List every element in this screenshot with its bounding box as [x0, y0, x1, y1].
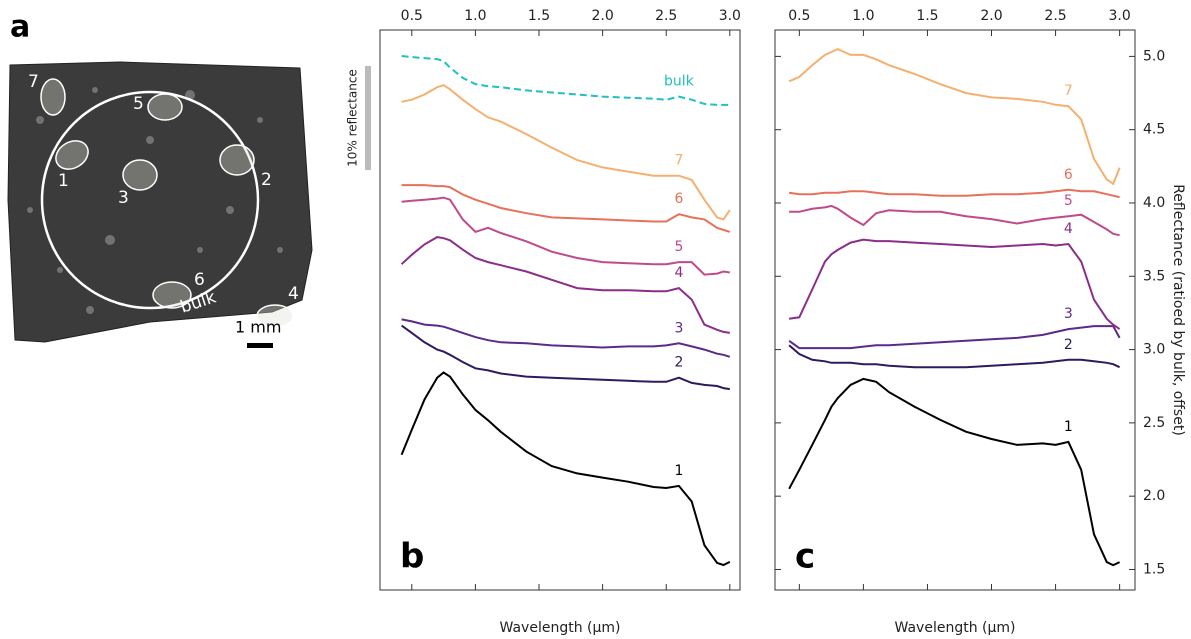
x-axis-label: Wavelength (µm)	[895, 620, 1016, 636]
series-label: 1	[1064, 419, 1073, 435]
y-tick-label: 3.0	[1143, 342, 1165, 358]
x-tick-label: 1.5	[916, 8, 938, 24]
series-label: 2	[1064, 337, 1073, 353]
plot-frame	[774, 29, 1136, 591]
spot	[147, 93, 183, 121]
y-tick-label: 4.0	[1143, 195, 1165, 211]
spot-label: 5	[133, 94, 144, 114]
x-tick-label: 3.0	[1108, 8, 1130, 24]
x-tick-label: 2.0	[980, 8, 1002, 24]
y-tick-label: 1.5	[1143, 561, 1165, 577]
series-label: 3	[1064, 306, 1073, 322]
spot-label: 4	[288, 284, 299, 304]
series-label: 4	[1064, 221, 1073, 237]
spot	[219, 144, 255, 176]
plot-frame	[379, 29, 741, 591]
y-tick-label: 2.5	[1143, 415, 1165, 431]
x-tick-label: 3.0	[719, 8, 741, 24]
spectrum-line	[788, 48, 1121, 186]
x-tick-label: 1.0	[852, 8, 874, 24]
spectrum-line	[788, 344, 1121, 369]
series-label: bulk	[664, 74, 695, 90]
series-label: 4	[674, 265, 683, 281]
x-tick-label: 2.5	[1044, 8, 1066, 24]
x-tick-label: 0.5	[788, 8, 810, 24]
spot-label: 1	[58, 171, 69, 191]
bulk-circle	[40, 90, 260, 310]
panel-label: c	[795, 537, 815, 577]
spot	[55, 140, 89, 170]
series-label: 5	[1064, 193, 1073, 209]
spot-label: 3	[118, 188, 129, 208]
spectrum-line	[400, 371, 731, 567]
scale-bar	[365, 66, 371, 171]
sample-image: 1 2 3 4 5 6 7 bulk 1 mm a	[7, 10, 313, 348]
speckles	[27, 87, 283, 314]
spectrum-line	[788, 238, 1121, 330]
spectrum-line	[788, 188, 1120, 199]
spectrum-line	[401, 184, 731, 233]
x-tick-label: 1.5	[528, 8, 550, 24]
series-label: 7	[1064, 83, 1073, 99]
y-tick-label: 5.0	[1143, 48, 1165, 64]
spot-label: 7	[28, 72, 39, 92]
scale-bar-label: 10% reflectance	[346, 69, 360, 167]
x-tick-label: 2.5	[655, 8, 677, 24]
series-label: 3	[674, 320, 683, 336]
y-tick-label: 2.0	[1143, 488, 1165, 504]
spot	[256, 304, 294, 328]
spot	[122, 159, 158, 191]
spot	[40, 78, 66, 116]
spectrum-line	[401, 84, 731, 221]
spectrum-line	[788, 377, 1121, 567]
y-tick-label: 4.5	[1143, 122, 1165, 138]
spot-label: 2	[261, 170, 272, 190]
spectrum-line	[401, 55, 730, 106]
y-tick-label: 3.5	[1143, 268, 1165, 284]
spot	[152, 281, 192, 309]
spectrum-line	[788, 325, 1121, 350]
series-label: 6	[674, 191, 683, 207]
series-label: 7	[674, 153, 683, 169]
sample-slab	[7, 61, 313, 343]
x-axis-label: Wavelength (µm)	[500, 620, 621, 636]
spot-label: 6	[194, 270, 205, 290]
scale-bar	[247, 343, 273, 348]
x-tick-label: 0.5	[401, 8, 423, 24]
scale-label: 1 mm	[235, 318, 281, 337]
series-label: 5	[674, 239, 683, 255]
spectrum-line	[400, 236, 730, 334]
series-label: 6	[1064, 167, 1073, 183]
panel-label: b	[400, 537, 424, 577]
spectrum-line	[401, 324, 730, 391]
y-axis-label: Reflectance (ratioed by bulk, offset)	[1170, 184, 1186, 436]
spectrum-line	[401, 318, 731, 358]
series-label: 2	[674, 355, 683, 371]
x-tick-label: 2.0	[591, 8, 613, 24]
x-tick-label: 1.0	[464, 8, 486, 24]
series-label: 1	[674, 463, 683, 479]
panel-label: a	[10, 10, 30, 45]
spectrum-line	[789, 204, 1120, 237]
spectrum-line	[401, 196, 730, 276]
